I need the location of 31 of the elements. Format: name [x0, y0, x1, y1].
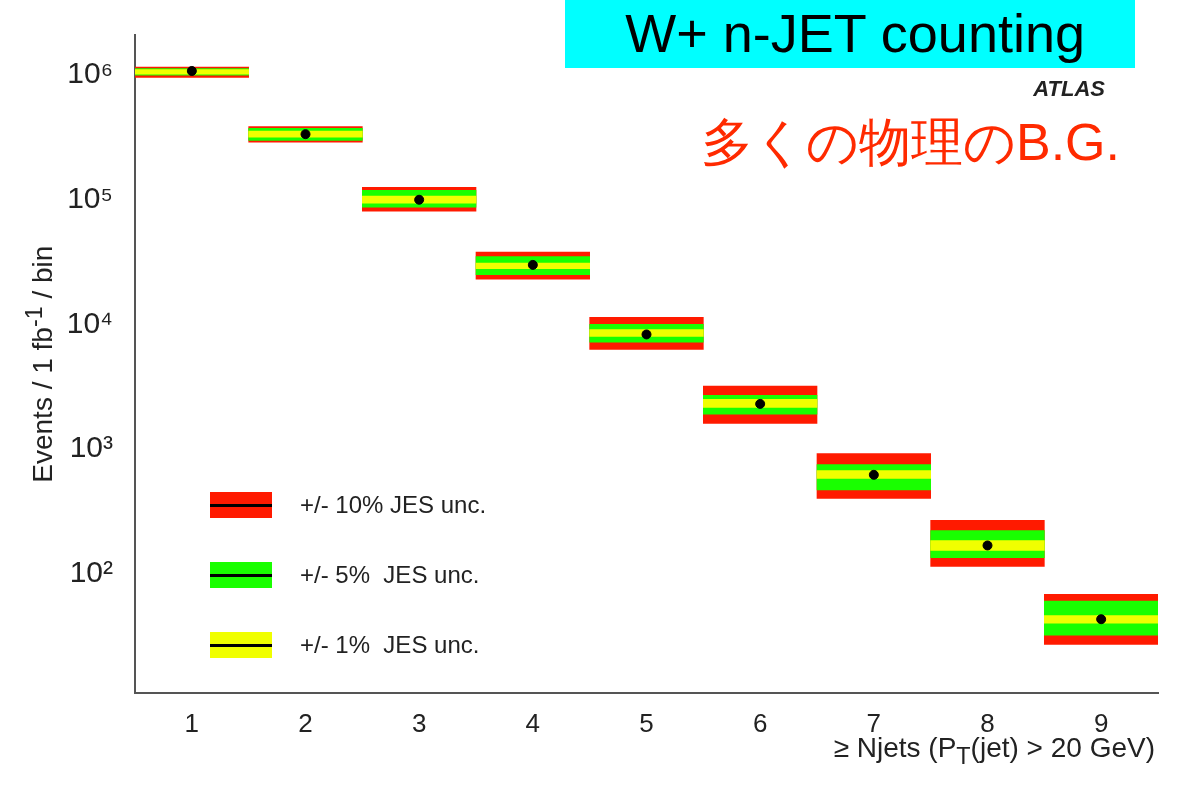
bar: [703, 399, 818, 408]
x-tick-label: 4: [525, 707, 541, 738]
point: [414, 194, 425, 205]
chart-title: W+ n-JET counting: [565, 0, 1135, 68]
point: [755, 398, 766, 409]
legend-label: +/- 1% JES unc.: [300, 631, 480, 659]
legend-label: +/- 10% JES unc.: [300, 491, 487, 519]
y-tick-label: 10⁶: [67, 56, 113, 90]
point: [300, 129, 311, 140]
bar: [930, 540, 1045, 551]
x-tick-label: 2: [298, 707, 313, 738]
point: [982, 540, 993, 551]
point: [868, 469, 879, 480]
annotation: ATLAS: [1033, 76, 1105, 102]
y-tick-label: 10³: [69, 430, 114, 464]
point: [186, 65, 197, 76]
y-tick-label: 10⁴: [66, 305, 113, 339]
y-tick-label: 10⁵: [67, 181, 113, 215]
x-tick-label: 1: [184, 707, 200, 738]
x-tick-label: 5: [639, 707, 654, 738]
point: [1096, 614, 1107, 625]
bar: [589, 329, 704, 337]
legend-label: +/- 5% JES unc.: [300, 561, 480, 589]
point: [641, 329, 652, 340]
x-tick-label: 3: [411, 707, 427, 738]
point: [527, 259, 538, 270]
x-tick-label: 6: [752, 707, 768, 738]
annotation: 多くの物理のB.G.: [700, 112, 1120, 173]
bar: [816, 470, 931, 479]
y-tick-label: 10²: [69, 554, 114, 588]
bar: [1044, 615, 1158, 624]
